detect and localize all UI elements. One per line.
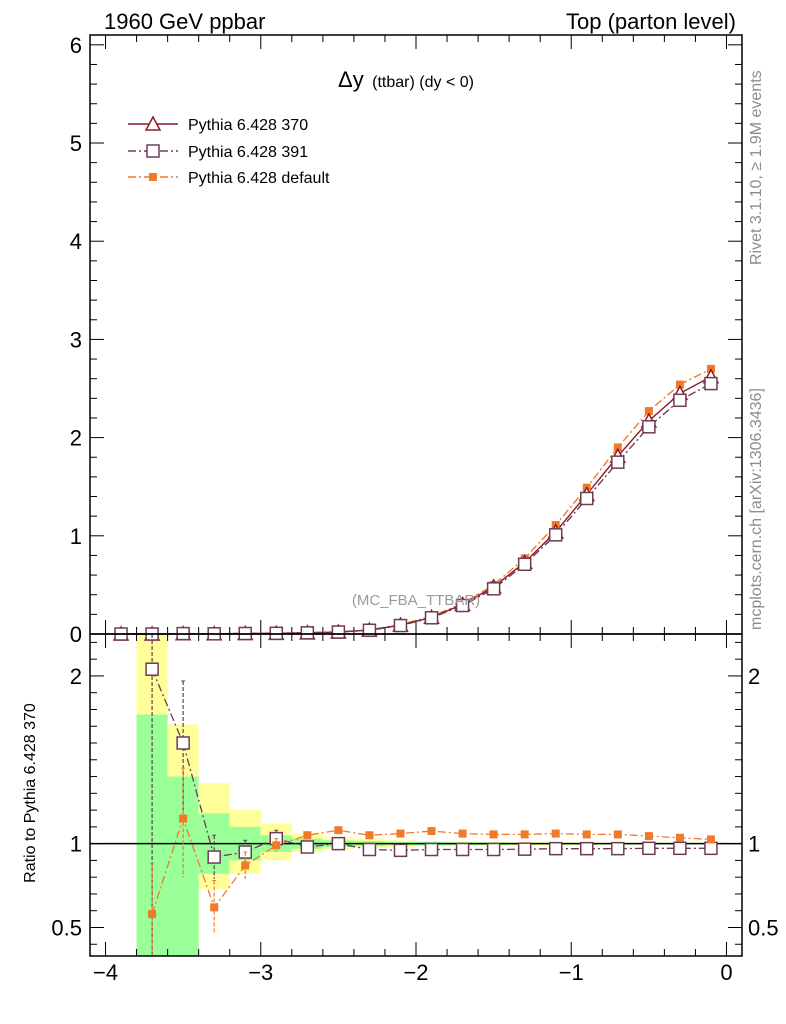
ratio-series-point <box>145 662 159 676</box>
legend: Pythia 6.428 370 Pythia 6.428 391 Pythia… <box>128 115 330 187</box>
main-y-tick-label: 5 <box>70 131 82 156</box>
ratio-series-point <box>148 910 157 919</box>
main-series-point <box>611 455 625 469</box>
ratio-series-point <box>489 830 498 839</box>
triangle-marker-icon <box>144 115 162 131</box>
main-series-point <box>613 443 622 452</box>
x-tick-label: 0 <box>720 960 732 985</box>
main-y-tick-label: 1 <box>70 524 82 549</box>
ratio-series-point <box>582 830 591 839</box>
ratio-series-point <box>673 841 687 856</box>
main-series-point <box>580 491 594 506</box>
legend-label-default: Pythia 6.428 default <box>188 170 330 187</box>
main-series-point <box>486 582 501 596</box>
ratio-series-point <box>300 840 315 854</box>
legend-label-391: Pythia 6.428 391 <box>188 144 308 161</box>
x-tick-label: −2 <box>403 960 428 985</box>
ratio-series-point <box>207 850 221 864</box>
ratio-series-point <box>551 829 560 838</box>
main-y-tick-label: 4 <box>70 229 82 254</box>
main-series-point <box>548 528 563 542</box>
legend-entry-370: Pythia 6.428 370 <box>128 115 308 134</box>
main-series-point <box>300 626 315 640</box>
main-series-point <box>517 557 532 572</box>
ratio-y-tick-label-left: 2 <box>70 664 82 689</box>
x-tick-label: −1 <box>559 960 584 985</box>
ratio-y-axis-label: Ratio to Pythia 6.428 370 <box>22 703 39 883</box>
ratio-series-point <box>520 830 529 839</box>
ratio-y-tick-label-left: 1 <box>70 832 82 857</box>
ratio-series-point <box>517 842 532 856</box>
ratio-y-tick-label-left: 0.5 <box>51 915 82 940</box>
legend-entry-default: Pythia 6.428 default <box>128 170 330 187</box>
plot-title-main: Δy <box>338 67 364 92</box>
main-series-point <box>704 376 718 391</box>
ratio-series-point <box>704 841 718 856</box>
header-right-label: Top (parton level) <box>566 9 736 34</box>
main-y-tick-label: 0 <box>70 622 82 647</box>
ratio-series-point <box>611 841 625 856</box>
legend-label-370: Pythia 6.428 370 <box>188 117 308 134</box>
ratio-series-point <box>396 829 405 838</box>
ratio-series-point <box>706 835 715 844</box>
ratio-plot-panel: 0.5 0.5 1 1 2 2 −4 −3 −2 −1 0 <box>51 633 779 985</box>
ratio-series-point <box>176 736 190 750</box>
ratio-series-point <box>486 842 501 857</box>
header-left-label: 1960 GeV ppbar <box>104 9 265 34</box>
ratio-series-point <box>644 832 653 841</box>
ratio-series-point <box>365 831 374 840</box>
main-series-point <box>644 407 653 416</box>
main-series-point <box>455 598 470 613</box>
main-y-tick-label: 6 <box>70 33 82 58</box>
ratio-series-point <box>303 831 312 840</box>
x-tick-label: −4 <box>93 960 118 985</box>
ratio-series-point <box>427 827 436 836</box>
ratio-series-point <box>393 843 408 858</box>
ratio-uncertainty-bands <box>136 634 727 956</box>
main-series-point <box>673 393 687 408</box>
plot-title: Δy (ttbar) (dy < 0) <box>338 67 474 92</box>
ratio-series-point <box>458 829 467 838</box>
main-series-point <box>424 611 439 625</box>
main-plot-panel: 0 1 2 3 4 5 6 <box>70 33 742 647</box>
ratio-series-point <box>675 833 684 842</box>
ratio-series-point <box>179 814 188 823</box>
x-tick-label: −3 <box>248 960 273 985</box>
main-series-point <box>331 625 346 639</box>
ratio-series-point <box>613 830 622 839</box>
rivet-label: Rivet 3.1.10, ≥ 1.9M events <box>748 70 765 265</box>
ratio-series-point <box>642 841 656 856</box>
ratio-series-point <box>210 903 219 912</box>
mcplots-label: mcplots.cern.ch [arXiv:1306.3436] <box>748 388 765 630</box>
main-y-tick-label: 3 <box>70 327 82 352</box>
legend-entry-391: Pythia 6.428 391 <box>128 144 308 161</box>
main-y-tick-label: 2 <box>70 426 82 451</box>
open-square-marker-icon <box>146 144 160 158</box>
ratio-plot-frame <box>89 633 743 957</box>
ratio-series-point <box>331 836 346 851</box>
ratio-series-point <box>334 826 343 835</box>
ratio-series-point <box>362 842 377 857</box>
main-series-point <box>642 420 656 434</box>
ratio-series-point <box>424 842 439 857</box>
ratio-y-tick-label-right: 1 <box>748 832 760 857</box>
ratio-y-tick-label-right: 0.5 <box>748 915 779 940</box>
main-series-point <box>393 618 408 633</box>
plot-title-sub: (ttbar) (dy < 0) <box>372 74 474 91</box>
ratio-series-point <box>580 841 594 856</box>
ratio-series-point <box>548 841 563 856</box>
ratio-y-tick-label-right: 2 <box>748 664 760 689</box>
filled-square-marker-icon <box>149 173 157 181</box>
ratio-series-point <box>455 842 470 857</box>
analysis-watermark: (MC_FBA_TTBAR) <box>352 592 480 609</box>
main-series-point <box>675 380 684 389</box>
ratio-series-point <box>241 861 250 870</box>
ratio-series-point <box>272 841 281 850</box>
